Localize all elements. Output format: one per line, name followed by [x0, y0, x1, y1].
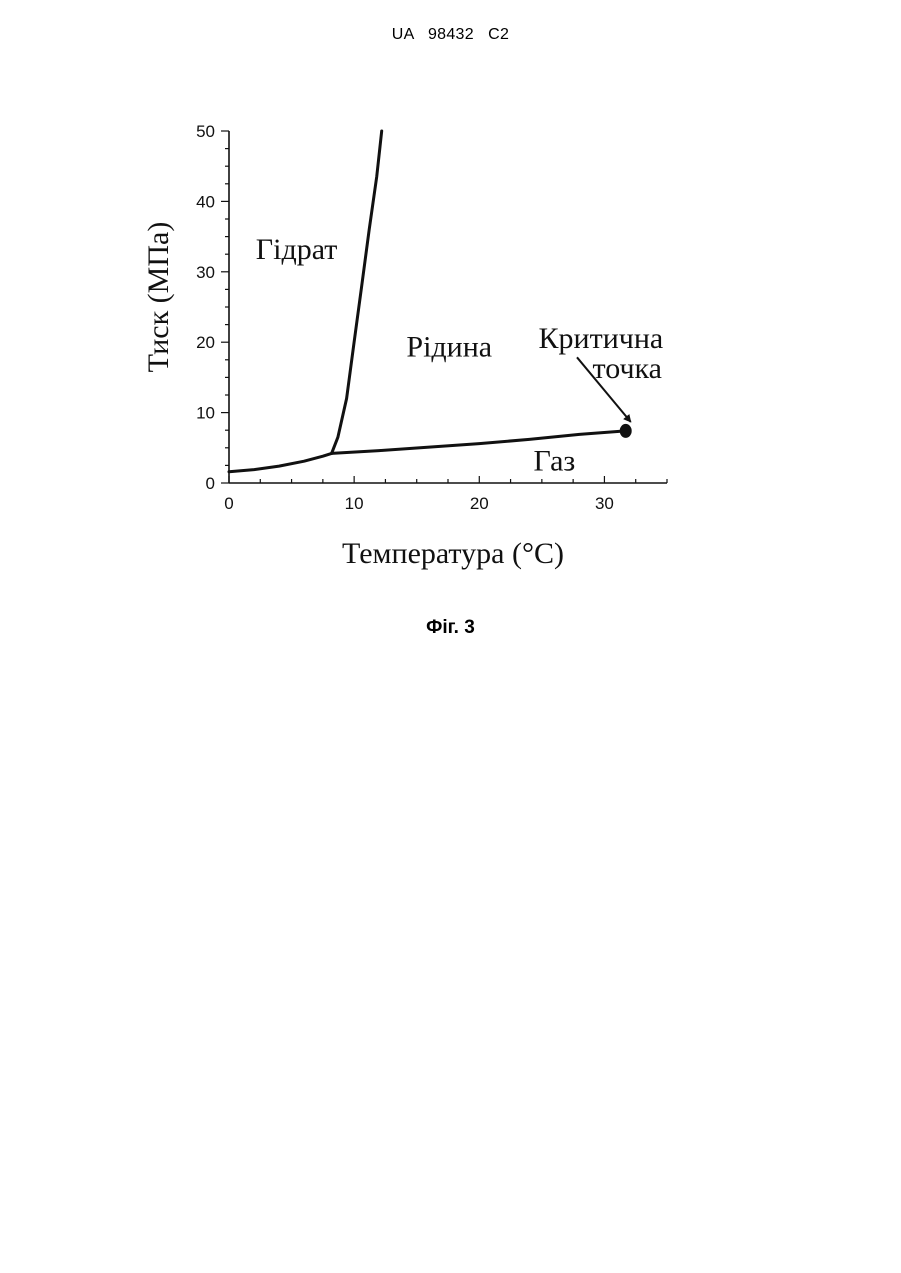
- y-tick-label: 50: [196, 122, 215, 141]
- annotation-label: Газ: [533, 444, 575, 477]
- axes: 0 10 20 30 0 10 20 30 40 50: [196, 122, 667, 513]
- x-tick-label: 10: [345, 494, 364, 513]
- y-tick-label: 30: [196, 263, 215, 282]
- y-tick-label: 20: [196, 333, 215, 352]
- y-tick-label: 40: [196, 192, 215, 211]
- series-lines: [229, 131, 632, 472]
- annotations: Гідрат Рідина Газ Критичнаточка: [256, 233, 663, 477]
- phase-boundary-line-3: [332, 431, 626, 454]
- y-axis-label: Тиск (МПа): [142, 222, 175, 373]
- figure-caption: Фіг. 3: [0, 617, 901, 639]
- x-tick-label: 0: [224, 494, 233, 513]
- x-axis-label: Температура (°С): [342, 537, 564, 570]
- critical-point-marker: [620, 424, 632, 438]
- x-tick-label: 30: [595, 494, 614, 513]
- annotation-label: точка: [593, 352, 662, 385]
- annotation-label: Критична: [539, 322, 664, 355]
- x-tick-label: 20: [470, 494, 489, 513]
- annotation-label: Гідрат: [256, 233, 338, 266]
- phase-boundary-line-2: [332, 131, 382, 453]
- annotation-label: Рідина: [406, 330, 492, 363]
- phase-boundary-line-1: [229, 453, 332, 471]
- y-tick-label: 0: [206, 474, 215, 493]
- phase-diagram-chart: 0 10 20 30 0 10 20 30 40 50 Гідрат Рідина Газ Критич…: [0, 0, 901, 620]
- y-tick-label: 10: [196, 404, 215, 423]
